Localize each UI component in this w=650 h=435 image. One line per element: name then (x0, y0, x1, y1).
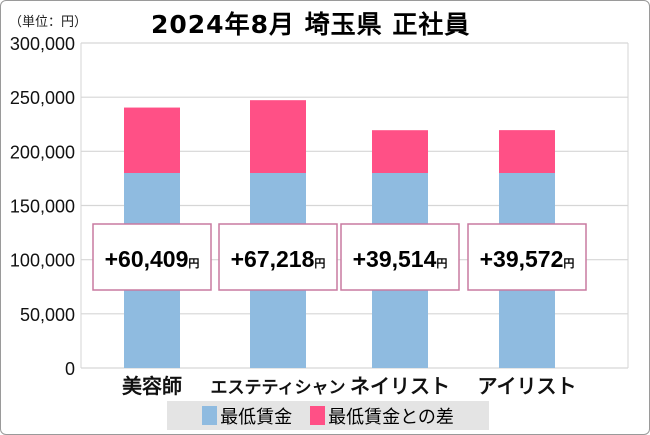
y-tick-label: 100,000 (10, 251, 75, 271)
y-tick-label: 150,000 (10, 197, 75, 217)
y-tick-label: 50,000 (20, 305, 75, 325)
legend-label: 最低賃金 (220, 406, 293, 428)
legend-item-diff: 最低賃金との差 (310, 403, 454, 429)
y-tick-label: 0 (65, 359, 75, 379)
legend-swatch (202, 406, 218, 425)
data-label: +67,218円 (231, 246, 326, 272)
x-tick-label: アイリスト (478, 374, 577, 398)
chart-title: 2024年8月 埼玉県 正社員 (151, 10, 471, 39)
data-label: +39,572円 (480, 246, 575, 272)
data-label: +39,514円 (353, 246, 448, 272)
bar-diff (250, 100, 306, 173)
data-label-box (340, 223, 460, 291)
x-tick-label: エステティシャン (211, 378, 346, 398)
legend-swatch (310, 406, 326, 425)
bar-diff (372, 130, 428, 173)
data-label-box (218, 223, 338, 291)
unit-label: （単位：円） (9, 15, 88, 30)
x-tick-label: 美容師 (122, 374, 182, 398)
data-label-box (467, 223, 587, 291)
y-tick-label: 300,000 (10, 34, 75, 54)
data-label: +60,409円 (105, 246, 200, 272)
bar-diff (499, 130, 555, 173)
legend-item-min-wage: 最低賃金 (202, 403, 292, 429)
data-label-box (92, 223, 212, 291)
bar-diff (124, 107, 180, 173)
y-tick-label: 200,000 (10, 142, 75, 162)
legend-label: 最低賃金との差 (328, 406, 454, 428)
y-tick-label: 250,000 (10, 88, 75, 108)
legend: 最低賃金 最低賃金との差 (167, 401, 489, 430)
x-tick-label: ネイリスト (350, 374, 450, 398)
